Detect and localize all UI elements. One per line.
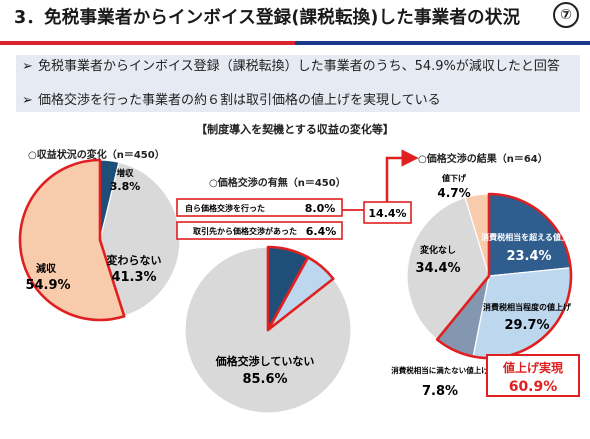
pie3-label-nochange: 変化なし: [420, 244, 456, 256]
header-rule-blue: [295, 41, 590, 45]
page-title: 3．免税事業者からインボイス登録(課税転換)した事業者の状況: [14, 8, 521, 28]
pie3-value-under: 7.8%: [422, 384, 458, 399]
pie2-label-partner: 取引先から価格交渉があった: [193, 226, 297, 236]
pie3-label-decrease: 値下げ: [441, 173, 467, 183]
pie2-partner-outline: [266, 255, 335, 332]
pie3-value-decrease: 4.7%: [437, 186, 470, 200]
pie3-value-nochange: 34.4%: [415, 261, 460, 276]
pie2-callout-box-partner: [176, 221, 343, 240]
pie2-value-partner: 6.4%: [306, 225, 337, 238]
pie3-label-equal: 消費税相当程度の値上げ: [483, 302, 572, 312]
pie1-value-increase: 3.8%: [110, 180, 141, 193]
summary-bullet-text: 免税事業者からインボイス登録（課税転換）した事業者のうち、54.9%が減収したと…: [38, 59, 560, 74]
header-rule-red: [0, 41, 295, 45]
link-arrow: [385, 149, 419, 202]
pie1-label-decrease: 減収: [36, 262, 57, 275]
pie3-value-equal: 29.7%: [504, 318, 549, 333]
pie1-value-same: 41.3%: [111, 270, 156, 285]
summary-bullet-text: 価格交渉を行った事業者の約６割は取引価格の値上げを実現している: [38, 93, 441, 108]
pie-price-negotiation: [184, 245, 352, 414]
price-up-value: 60.9%: [509, 379, 558, 395]
header-rule: [0, 41, 590, 45]
price-up-title: 値上げ実現: [502, 360, 563, 375]
pie1-value-decrease: 54.9%: [25, 278, 70, 293]
pie-revenue-change: [18, 158, 181, 322]
pie2-value-none: 85.6%: [242, 372, 287, 387]
page-number: ⑦: [553, 2, 579, 28]
pie2-callout-box-self: [176, 198, 343, 217]
pie2-title: ○価格交渉の有無（n＝450）: [209, 176, 346, 189]
pie3-title: ○価格交渉の結果（n＝64）: [418, 152, 548, 165]
bullet-arrow-icon: ➢: [22, 93, 33, 108]
section-title: 【制度導入を契機とする収益の変化等】: [196, 123, 394, 136]
pie1-decrease-outline: [18, 158, 126, 322]
bullet-arrow-icon: ➢: [22, 59, 33, 74]
pie-negotiation-result: [406, 192, 573, 360]
pie2-label-none: 価格交渉していない: [215, 354, 315, 368]
summary-box: ➢ 免税事業者からインボイス登録（課税転換）した事業者のうち、54.9%が減収し…: [16, 55, 580, 112]
pie3-slice-3: [406, 196, 490, 341]
pie2-value-self: 8.0%: [305, 202, 336, 215]
pie1-label-increase: 増収: [116, 168, 134, 179]
pie3-label-over: 消費税相当を超える値上げ: [481, 232, 578, 242]
pie1-title: ○収益状況の変化（n＝450）: [28, 148, 165, 161]
price-up-callout-box: [486, 354, 580, 397]
pie3-label-under: 消費税相当に満たない値上げ: [391, 365, 489, 375]
pie1-label-same: 変わらない: [107, 253, 162, 267]
pie2-label-self: 自ら価格交渉を行った: [185, 203, 265, 213]
pie3-value-over: 23.4%: [506, 249, 551, 264]
link-total-value: 14.4%: [368, 207, 406, 220]
pie3-price-up-outline: [435, 192, 573, 360]
